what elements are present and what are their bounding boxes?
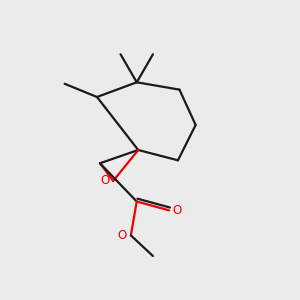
Text: O: O [173,204,182,217]
Text: O: O [100,174,110,188]
Text: O: O [117,229,127,242]
